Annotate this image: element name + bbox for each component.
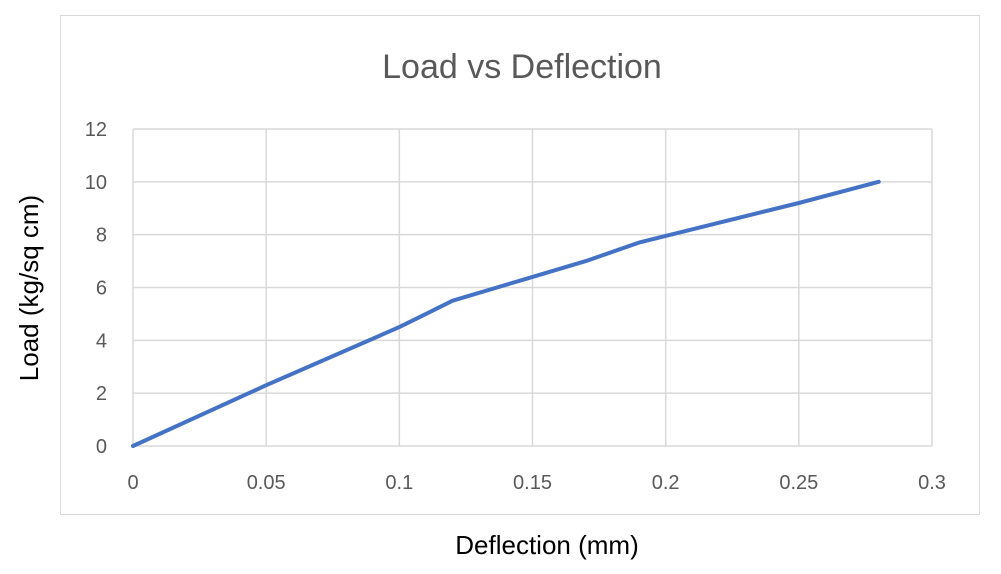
x-axis-label: Deflection (mm): [455, 530, 638, 560]
x-tick-label: 0.2: [652, 472, 680, 494]
gridlines: [132, 128, 933, 447]
x-tick-label: 0: [127, 472, 138, 494]
y-axis-label: Load (kg/sq cm): [14, 195, 44, 381]
y-tick-label: 12: [85, 119, 107, 141]
series-lines: [131, 179, 881, 448]
y-tick-label: 0: [96, 436, 107, 458]
y-tick-label: 4: [96, 330, 107, 352]
x-tick-label: 0.15: [513, 472, 552, 494]
y-tick-label: 6: [96, 278, 107, 300]
y-tick-label: 2: [96, 383, 107, 405]
series-line: [131, 179, 881, 448]
x-tick-label: 0.25: [779, 472, 818, 494]
x-tick-label: 0.3: [918, 472, 946, 494]
y-tick-label: 10: [85, 172, 107, 194]
chart-area-border: [60, 15, 980, 515]
chart-title: Load vs Deflection: [382, 48, 662, 86]
x-axis-tick-labels: 0 0.05 0.1 0.15 0.2 0.25 0.3: [127, 472, 945, 494]
x-tick-label: 0.05: [247, 472, 286, 494]
y-axis-tick-labels: 0 2 4 6 8 10 12: [85, 119, 107, 458]
y-tick-label: 8: [96, 225, 107, 247]
x-tick-label: 0.1: [385, 472, 413, 494]
